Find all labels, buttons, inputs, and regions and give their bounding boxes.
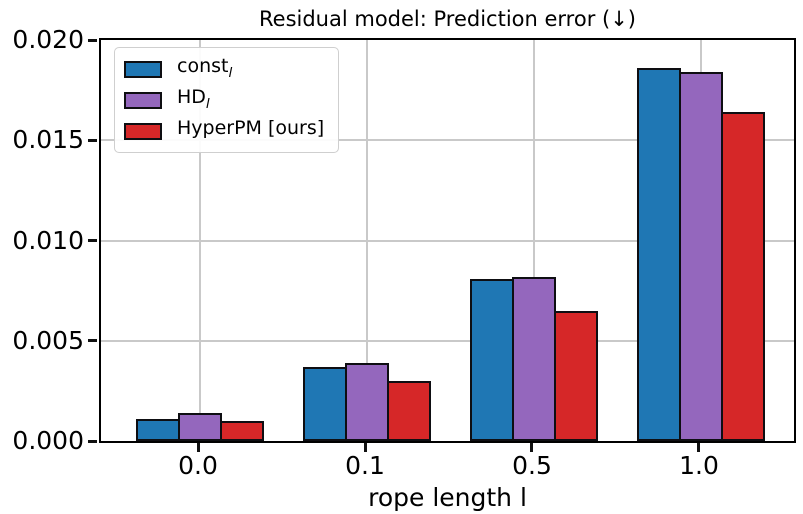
legend-label-hyperpm: HyperPM [ours] <box>177 116 325 139</box>
legend-label-hd: HDl <box>177 85 210 112</box>
chart-title: Residual model: Prediction error (↓) <box>259 7 636 31</box>
ytick-label-0.020: 0.020 <box>12 25 84 54</box>
bar-HyperPM_ours-1.0 <box>721 112 765 441</box>
legend-item-hd: HDl <box>124 85 326 112</box>
legend-label-const: constl <box>177 54 233 81</box>
ytick-mark-0.020 <box>88 39 97 42</box>
xtick-label-0.5: 0.5 <box>512 451 552 480</box>
ytick-mark-0.000 <box>88 440 97 443</box>
legend: constl HDl HyperPM [ours] <box>114 47 339 153</box>
bar-const_l-0.1 <box>303 367 347 441</box>
legend-item-const: constl <box>124 54 326 81</box>
gridline-y-0.010 <box>101 239 794 242</box>
xtick-mark-1.0 <box>697 443 700 452</box>
ytick-label-0.015: 0.015 <box>12 125 84 154</box>
xtick-label-0.1: 0.1 <box>345 451 385 480</box>
x-axis-label: rope length l <box>368 483 527 512</box>
ytick-mark-0.005 <box>88 339 97 342</box>
bar-HyperPM_ours-0.0 <box>220 421 264 441</box>
xtick-label-1.0: 1.0 <box>679 451 719 480</box>
bar-const_l-0.0 <box>136 419 180 441</box>
bar-HyperPM_ours-0.1 <box>387 381 431 441</box>
bar-HyperPM_ours-0.5 <box>554 311 598 441</box>
gridline-x-0.5 <box>532 40 535 441</box>
bar-HD_l-0.0 <box>178 413 222 441</box>
plot-area: constl HDl HyperPM [ours] <box>99 38 796 443</box>
ytick-label-0.010: 0.010 <box>12 226 84 255</box>
bar-HD_l-1.0 <box>679 72 723 441</box>
ytick-mark-0.010 <box>88 239 97 242</box>
gridline-y-0.005 <box>101 339 794 342</box>
legend-swatch-hyperpm <box>124 122 162 140</box>
bar-const_l-1.0 <box>637 68 681 441</box>
ytick-label-0.000: 0.000 <box>12 426 84 455</box>
gridline-x-0.0 <box>199 40 202 441</box>
legend-item-hyperpm: HyperPM [ours] <box>124 116 326 143</box>
legend-swatch-hd <box>124 91 162 109</box>
xtick-mark-0.1 <box>364 443 367 452</box>
bar-HD_l-0.5 <box>512 277 556 441</box>
xtick-label-0.0: 0.0 <box>178 451 218 480</box>
xtick-mark-0.0 <box>197 443 200 452</box>
ytick-mark-0.015 <box>88 139 97 142</box>
ytick-label-0.005: 0.005 <box>12 326 84 355</box>
gridline-y-0.015 <box>101 139 794 142</box>
xtick-mark-0.5 <box>530 443 533 452</box>
bar-HD_l-0.1 <box>345 363 389 441</box>
legend-swatch-const <box>124 60 162 78</box>
gridline-x-0.1 <box>366 40 369 441</box>
bar-const_l-0.5 <box>470 279 514 441</box>
